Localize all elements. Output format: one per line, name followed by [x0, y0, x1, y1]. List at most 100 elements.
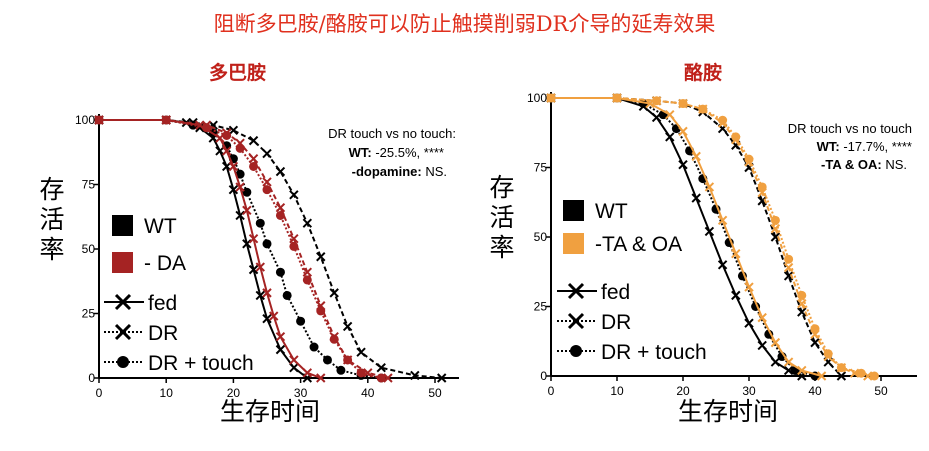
data-point — [704, 182, 715, 192]
data-point — [269, 311, 279, 321]
data-point — [228, 125, 239, 136]
data-point — [731, 132, 741, 142]
data-point — [612, 93, 622, 103]
x-tick-label: 40 — [808, 384, 822, 398]
data-point — [255, 218, 265, 228]
data-point — [235, 143, 245, 153]
data-point — [770, 223, 781, 234]
legend-marker — [114, 323, 132, 341]
data-point — [235, 169, 245, 179]
data-point — [856, 368, 866, 378]
data-point — [275, 267, 285, 277]
data-point — [691, 151, 701, 162]
data-point — [342, 321, 353, 332]
x-tick-label: 40 — [361, 386, 375, 400]
x-tick-label: 0 — [548, 384, 555, 398]
data-point — [376, 362, 386, 373]
data-point — [289, 241, 299, 251]
data-point — [316, 306, 326, 316]
data-point — [235, 210, 245, 221]
data-point — [275, 344, 286, 355]
data-point — [731, 290, 741, 301]
data-point — [797, 299, 807, 309]
y-axis-label: 存活率 — [39, 175, 64, 264]
data-point — [289, 355, 299, 365]
x-tick-label: 10 — [610, 384, 624, 398]
data-point — [869, 371, 879, 381]
data-point — [665, 132, 675, 142]
data-point — [289, 190, 299, 200]
data-point — [797, 290, 807, 300]
data-point — [797, 365, 807, 376]
data-point — [836, 363, 846, 373]
data-point — [678, 160, 688, 170]
data-point — [322, 355, 332, 365]
data-point — [94, 115, 104, 125]
data-point — [717, 260, 728, 270]
data-point — [336, 365, 346, 375]
annotation-line: DR touch vs no touch: — [328, 126, 456, 141]
data-point — [770, 215, 780, 225]
data-point — [731, 248, 741, 259]
legend-marker — [567, 282, 585, 300]
data-point — [797, 307, 807, 317]
y-tick-label: 25 — [534, 300, 548, 314]
y-tick-label: 0 — [88, 371, 95, 385]
data-point — [248, 233, 259, 244]
data-point — [242, 205, 252, 216]
data-point — [202, 123, 212, 133]
data-point — [783, 271, 794, 281]
data-point — [249, 161, 259, 171]
legend-label: DR — [148, 322, 178, 345]
data-point — [161, 115, 171, 125]
data-point — [275, 332, 286, 342]
data-point — [678, 99, 688, 109]
x-tick-label: 50 — [874, 384, 888, 398]
data-point — [437, 373, 447, 383]
annotation-line: WT: -25.5%, **** — [349, 145, 444, 160]
legend-marker — [570, 345, 582, 357]
data-point — [302, 218, 313, 228]
data-point — [262, 148, 272, 159]
legend-label: -TA & OA — [595, 233, 682, 256]
data-point — [849, 368, 860, 378]
data-point — [810, 324, 820, 334]
series-line-da-fed — [99, 119, 322, 379]
data-point — [764, 329, 774, 339]
annotation-line: -TA & OA: NS. — [821, 157, 907, 172]
data-point — [289, 362, 299, 373]
data-point — [235, 182, 245, 192]
legend-label: WT — [144, 215, 177, 238]
legend-label: fed — [148, 292, 177, 315]
data-point — [228, 161, 239, 172]
data-point — [316, 252, 326, 262]
data-point — [757, 340, 767, 351]
y-tick-label: 75 — [82, 178, 96, 192]
data-point — [316, 373, 326, 383]
y-tick-label: 50 — [82, 242, 96, 256]
data-point — [383, 373, 393, 383]
data-point — [770, 232, 781, 242]
data-point — [770, 337, 781, 348]
x-tick-label: 10 — [160, 386, 174, 400]
data-point — [228, 184, 239, 195]
data-point — [329, 288, 339, 298]
data-point — [275, 210, 285, 220]
panel-title-right: 酪胺 — [684, 62, 723, 84]
data-point — [757, 312, 767, 323]
x-tick-label: 50 — [428, 386, 442, 400]
data-point — [783, 357, 794, 367]
data-point — [343, 355, 353, 365]
y-axis-label: 存活率 — [489, 173, 514, 262]
data-point — [302, 368, 313, 378]
data-point — [289, 233, 299, 244]
data-point — [770, 357, 781, 367]
data-point — [717, 215, 728, 226]
data-point — [248, 264, 259, 275]
data-point — [757, 182, 767, 192]
y-tick-label: 100 — [527, 91, 547, 105]
data-point — [302, 267, 313, 277]
data-point — [836, 371, 847, 381]
data-point — [262, 239, 272, 249]
